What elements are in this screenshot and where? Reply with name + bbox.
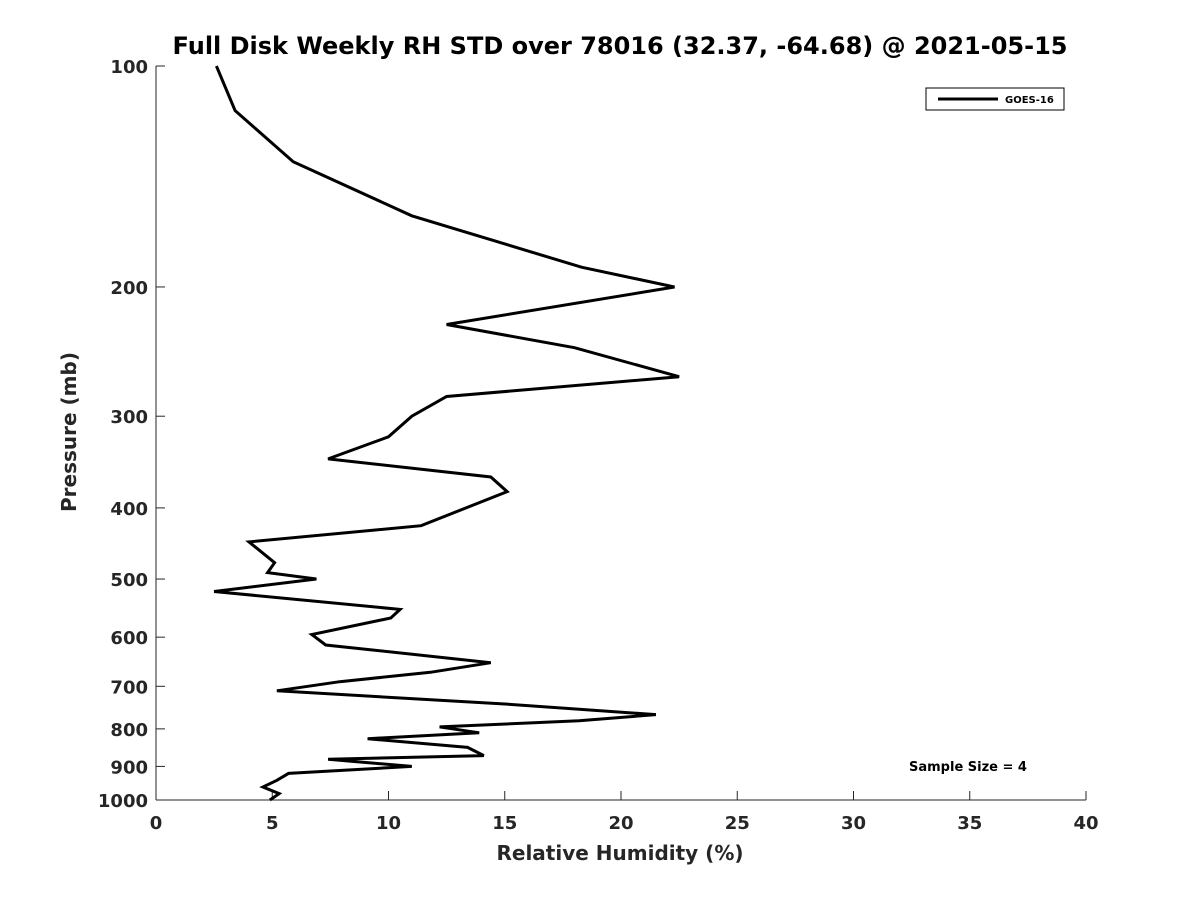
x-tick-label: 20 xyxy=(608,813,633,834)
x-ticks: 0 5 10 15 20 25 30 35 40 xyxy=(150,791,1099,834)
x-axis-label: Relative Humidity (%) xyxy=(496,841,743,865)
series-line-goes-16 xyxy=(213,65,680,802)
x-tick-label: 40 xyxy=(1073,813,1098,834)
y-ticks: 100 200 300 400 500 600 700 800 900 1000 xyxy=(98,57,165,812)
y-tick-label: 700 xyxy=(110,677,148,698)
y-tick-label: 300 xyxy=(110,407,148,428)
sample-size-annotation: Sample Size = 4 xyxy=(909,760,1027,775)
y-tick-label: 900 xyxy=(110,757,148,778)
y-tick-label: 500 xyxy=(110,570,148,591)
y-axis-label: Pressure (mb) xyxy=(57,352,81,512)
series-layer xyxy=(213,65,680,802)
x-tick-label: 15 xyxy=(492,813,517,834)
x-tick-label: 30 xyxy=(841,813,866,834)
legend-label-goes-16: GOES-16 xyxy=(1005,95,1054,106)
y-tick-label: 100 xyxy=(110,57,148,78)
y-tick-label: 800 xyxy=(110,720,148,741)
x-tick-label: 25 xyxy=(725,813,750,834)
y-tick-label: 1000 xyxy=(98,791,148,812)
x-tick-label: 0 xyxy=(150,813,163,834)
axes xyxy=(155,66,1086,801)
x-tick-label: 10 xyxy=(376,813,401,834)
x-tick-label: 5 xyxy=(266,813,279,834)
y-tick-label: 200 xyxy=(110,278,148,299)
y-tick-label: 400 xyxy=(110,499,148,520)
y-tick-label: 600 xyxy=(110,628,148,649)
x-tick-label: 35 xyxy=(957,813,982,834)
chart-title: Full Disk Weekly RH STD over 78016 (32.3… xyxy=(173,32,1068,60)
legend: GOES-16 xyxy=(925,87,1065,111)
